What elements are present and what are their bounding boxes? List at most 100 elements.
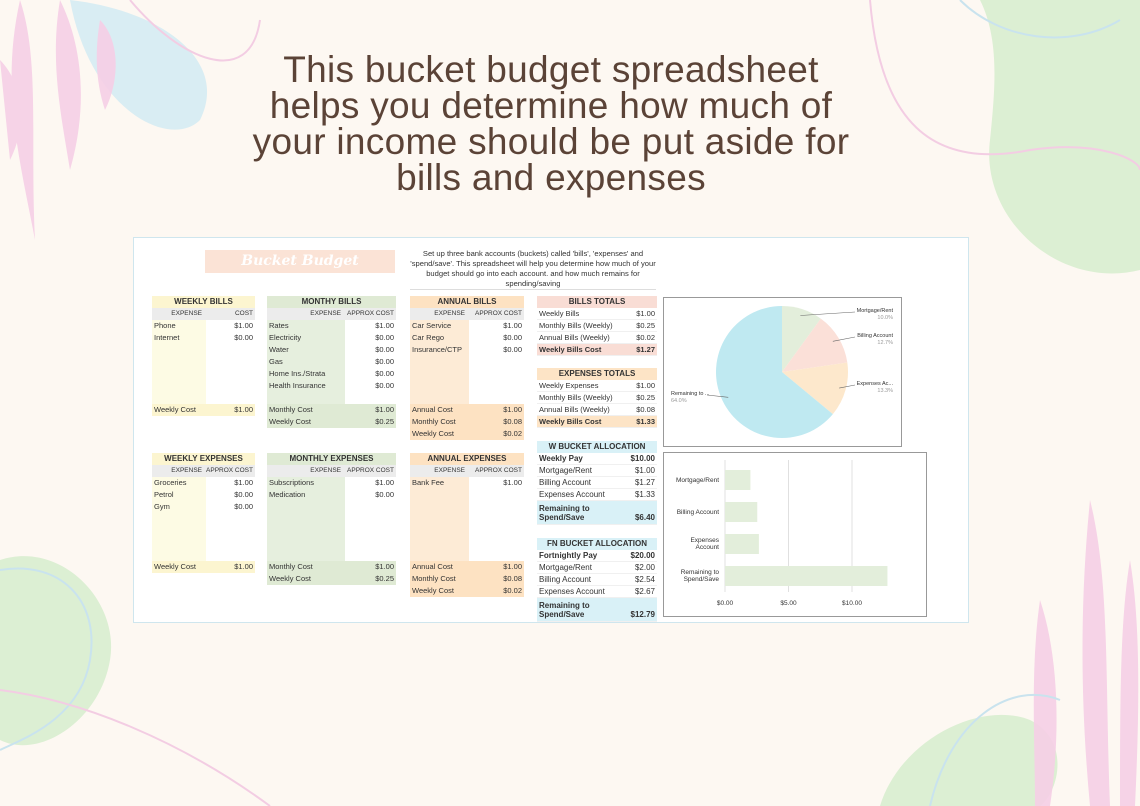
footer-row: Annual Cost $1.00 [410,561,524,573]
cell-label: Electricity [269,333,302,342]
cell-value: $0.00 [375,357,394,366]
cell-value: $0.08 [503,417,522,426]
cell-value: $6.40 [634,513,655,522]
table-title: W BUCKET ALLOCATION [537,441,657,453]
cell-value: $1.00 [234,562,253,571]
cell-label: Subscriptions [269,478,315,487]
footer-row: Weekly Cost $0.02 [410,585,524,597]
note: Set up three bank accounts (buckets) cal… [410,249,656,290]
cell-label: Insurance/CTP [412,345,463,354]
table: MONTHLY EXPENSES EXPENSE APPROX COST Subscr… [267,453,396,585]
pie-value-label: 12.7% [877,340,893,346]
table: ANNUAL EXPENSES EXPENSE APPROX COST Bank Fe… [410,453,524,597]
cell-label: Internet [154,333,180,342]
cell-label: Home Ins./Strata [269,369,326,378]
cell-value: $1.00 [375,405,394,414]
row: Rates $1.00 [267,320,396,332]
column-label: APPROX COST [475,310,522,317]
cell-value: $0.00 [503,333,522,342]
cell-label: Remaining to Spend/Save [539,504,590,522]
cell-value: $0.25 [636,321,655,330]
table: ANNUAL BILLS EXPENSE APPROX COST Car Servic… [410,296,524,440]
table-body: Car Service $1.00 Car Rego $0.00 Insurance/C… [410,320,524,404]
table: EXPENSES TOTALS Weekly Expenses $1.00 Month… [537,368,657,428]
bar-chart-frame [663,452,927,617]
table-title: WEEKLY EXPENSES [152,453,255,465]
heading-line: helps you determine how much of [269,85,833,126]
table: FN BUCKET ALLOCATION Fortnightly Pay $20.0… [537,538,657,622]
leader-line [839,384,856,389]
cell-value: $1.27 [634,478,655,487]
cell-value: $0.00 [375,333,394,342]
row: Monthly Bills (Weekly) $0.25 [537,320,657,332]
cell-value: $0.25 [375,574,394,583]
row: Gas $0.00 [267,356,396,368]
column-label: EXPENSE [310,467,341,474]
row: Billing Account $1.27 [537,477,657,489]
cell-label: Mortgage/Rent [539,466,592,475]
column-label: APPROX COST [475,467,522,474]
row: Weekly Bills $1.00 [537,308,657,320]
cell-value: $1.00 [234,321,253,330]
footer-row: Weekly Cost $0.02 [410,428,524,440]
bar [725,502,758,522]
cell-value: $0.02 [503,429,522,438]
table-title: BILLS TOTALS [537,296,657,308]
cell-value: $1.00 [636,381,655,390]
heading-line: bills and expenses [396,157,706,198]
pie-value-label: 10.0% [877,315,893,321]
cell-value: $0.08 [636,405,655,414]
row: Subscriptions $1.00 [267,477,396,489]
heading: This bucket budget spreadsheet helps you … [150,49,952,198]
cell-label: Expenses Account [539,490,605,499]
cell-label: Annual Cost [412,562,453,571]
cell-label: Weekly Cost [154,405,196,414]
cell-label: Phone [154,321,176,330]
pie-value-label: 64.0% [671,398,687,404]
table: WEEKLY BILLS EXPENSE COST Phone $1.00 Interne… [152,296,255,416]
pie-slice [782,362,849,415]
row: Phone $1.00 [152,320,255,332]
row: Annual Bills (Weekly) $0.02 [537,332,657,344]
heading-line: This bucket budget spreadsheet [283,49,819,90]
cell-value: $0.25 [375,417,394,426]
cell-label: Monthly Cost [269,562,313,571]
cell-label: Monthly Bills (Weekly) [539,393,613,402]
cell-value: $0.25 [636,393,655,402]
cell-label: Weekly Cost [154,562,196,571]
footer-row: Annual Cost $1.00 [410,404,524,416]
table-title: FN BUCKET ALLOCATION [537,538,657,550]
footer-row: Monthly Cost $1.00 [267,561,396,573]
footer-row: Weekly Cost $0.25 [267,416,396,428]
cell-label: Weekly Pay [539,454,583,463]
cell-label: Mortgage/Rent [539,563,592,572]
column-label: APPROX COST [347,310,394,317]
column-header: EXPENSE APPROX COST [410,308,524,320]
row: Car Service $1.00 [410,320,524,332]
cell-value: $1.00 [503,478,522,487]
pie-slice [782,306,821,372]
row: Car Rego $0.00 [410,332,524,344]
cell-value: $0.08 [503,574,522,583]
cell-label: Rates [269,321,289,330]
row: Annual Bills (Weekly) $0.08 [537,404,657,416]
y-tick-label: Expenses Account [690,537,719,551]
cell-label: Weekly Bills [539,309,580,318]
table-title: ANNUAL EXPENSES [410,453,524,465]
cell-label: Monthly Cost [412,417,456,426]
table-title: ANNUAL BILLS [410,296,524,308]
table: WEEKLY EXPENSES EXPENSE APPROX COST Groceri… [152,453,255,573]
cell-label: Monthly Bills (Weekly) [539,321,613,330]
column-label: EXPENSE [434,467,465,474]
cell-value: $1.33 [634,490,655,499]
cell-value: $1.00 [234,478,253,487]
footer-row: Monthly Cost $1.00 [267,404,396,416]
cell-label: Monthly Cost [412,574,456,583]
cell-label: Billing Account [539,478,592,487]
column-header: EXPENSE APPROX COST [267,308,396,320]
table-title: MONTHY BILLS [267,296,396,308]
table-body: Groceries $1.00 Petrol $0.00 Gym $0.00 [152,477,255,561]
row: Weekly Expenses $1.00 [537,380,657,392]
